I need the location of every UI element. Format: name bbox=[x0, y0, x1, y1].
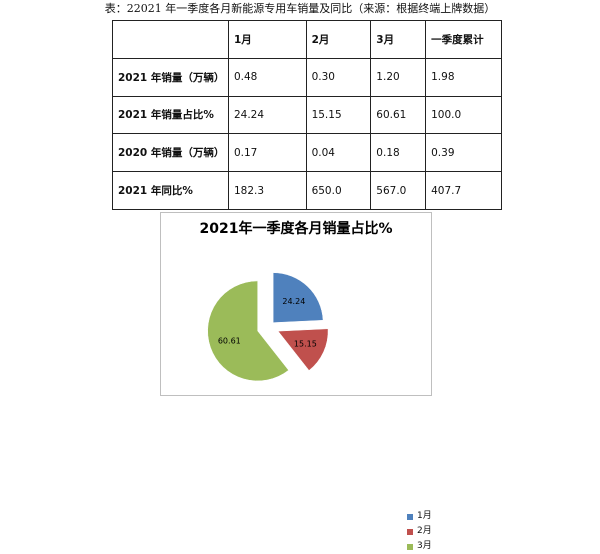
chart-legend: 1月2月3月 bbox=[407, 509, 432, 554]
pie-slice-label: 60.61 bbox=[218, 337, 241, 346]
pie-chart: 2021年一季度各月销量占比% 24.2415.1560.61 1月2月3月 bbox=[160, 212, 432, 396]
table-cell: 0.39 bbox=[426, 134, 502, 172]
table-row: 2021 年销量占比% 24.24 15.15 60.61 100.0 bbox=[113, 96, 502, 134]
pie-slice-label: 15.15 bbox=[294, 340, 317, 349]
row-label: 2021 年销量（万辆） bbox=[113, 58, 229, 96]
table-row: 2020 年销量（万辆） 0.17 0.04 0.18 0.39 bbox=[113, 134, 502, 172]
table-cell: 100.0 bbox=[426, 96, 502, 134]
legend-label: 3月 bbox=[417, 539, 432, 554]
legend-item: 3月 bbox=[407, 539, 432, 554]
table-cell: 0.17 bbox=[228, 134, 306, 172]
table-cell: 0.04 bbox=[306, 134, 371, 172]
legend-item: 2月 bbox=[407, 524, 432, 539]
table-row: 2021 年同比% 182.3 650.0 567.0 407.7 bbox=[113, 172, 502, 210]
table-cell: 0.30 bbox=[306, 58, 371, 96]
table-cell: 60.61 bbox=[371, 96, 426, 134]
table-header-cell: 一季度累计 bbox=[426, 21, 502, 59]
table-cell: 0.48 bbox=[228, 58, 306, 96]
table-cell: 1.20 bbox=[371, 58, 426, 96]
table-cell: 407.7 bbox=[426, 172, 502, 210]
pie-slice bbox=[278, 329, 328, 371]
table-cell: 650.0 bbox=[306, 172, 371, 210]
legend-swatch bbox=[407, 514, 413, 520]
pie-chart-plot: 24.24 15.15 60.61 bbox=[161, 213, 431, 395]
table-cell: 0.18 bbox=[371, 134, 426, 172]
table-cell: 1.98 bbox=[426, 58, 502, 96]
table-header-cell bbox=[113, 21, 229, 59]
row-label: 2021 年同比% bbox=[113, 172, 229, 210]
sales-table: 1月 2月 3月 一季度累计 2021 年销量（万辆） 0.48 0.30 1.… bbox=[112, 20, 502, 210]
table-cell: 24.24 bbox=[228, 96, 306, 134]
table-row: 2021 年销量（万辆） 0.48 0.30 1.20 1.98 bbox=[113, 58, 502, 96]
row-label: 2021 年销量占比% bbox=[113, 96, 229, 134]
table-cell: 567.0 bbox=[371, 172, 426, 210]
legend-item: 1月 bbox=[407, 509, 432, 524]
table-header-cell: 1月 bbox=[228, 21, 306, 59]
table-header-cell: 3月 bbox=[371, 21, 426, 59]
row-label: 2020 年销量（万辆） bbox=[113, 134, 229, 172]
legend-label: 1月 bbox=[417, 509, 432, 524]
pie-slice-label: 24.24 bbox=[282, 297, 305, 306]
table-cell: 15.15 bbox=[306, 96, 371, 134]
legend-label: 2月 bbox=[417, 524, 432, 539]
table-caption: 表：22021 年一季度各月新能源专用车销量及同比（来源：根据终端上牌数据） bbox=[0, 2, 600, 16]
table-header-cell: 2月 bbox=[306, 21, 371, 59]
legend-swatch bbox=[407, 529, 413, 535]
table-header-row: 1月 2月 3月 一季度累计 bbox=[113, 21, 502, 59]
table-cell: 182.3 bbox=[228, 172, 306, 210]
legend-swatch bbox=[407, 544, 413, 550]
